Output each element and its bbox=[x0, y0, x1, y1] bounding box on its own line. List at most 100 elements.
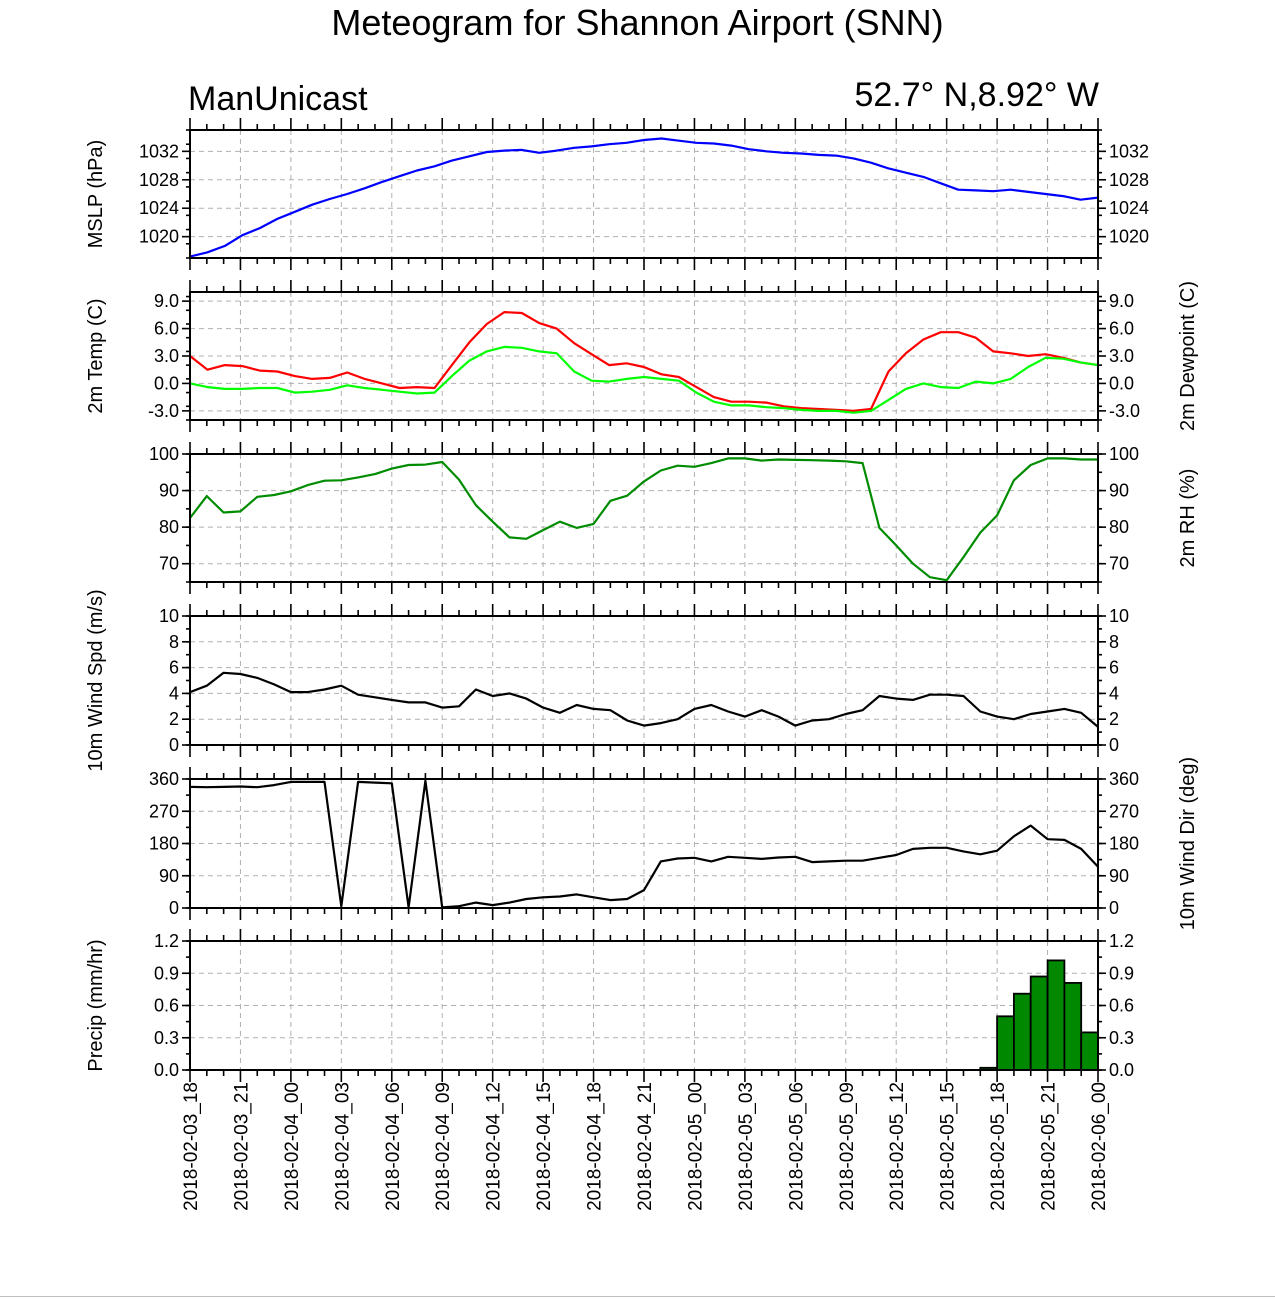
wind_direction-ytick-label-left: 90 bbox=[159, 866, 179, 886]
x-tick-label: 2018-02-05_09 bbox=[837, 1082, 858, 1211]
x-tick-label: 2018-02-05_03 bbox=[736, 1082, 757, 1211]
x-tick-label: 2018-02-03_21 bbox=[231, 1082, 252, 1211]
x-tick-label: 2018-02-05_18 bbox=[988, 1082, 1009, 1211]
temperature-ytick-label-left: 0.0 bbox=[154, 373, 179, 393]
precip-ytick-label-right: 0.3 bbox=[1109, 1028, 1134, 1048]
wind_speed-ytick-label-left: 6 bbox=[169, 658, 179, 678]
temperature-ytick-label-left: 9.0 bbox=[154, 291, 179, 311]
wind_direction-ytick-label-left: 360 bbox=[149, 769, 179, 789]
rh-ytick-label-right: 70 bbox=[1109, 554, 1129, 574]
x-tick-label: 2018-02-04_21 bbox=[635, 1082, 656, 1211]
mslp-ytick-label-left: 1024 bbox=[139, 198, 179, 218]
rh-ytick-label-right: 90 bbox=[1109, 481, 1129, 501]
x-tick-label: 2018-02-04_09 bbox=[433, 1082, 454, 1211]
rh-ytick-label-left: 80 bbox=[159, 517, 179, 537]
precip-ytick-label-right: 0.0 bbox=[1109, 1060, 1134, 1080]
temperature-ytick-label-right: 3.0 bbox=[1109, 346, 1134, 366]
bottom-divider bbox=[0, 1296, 1275, 1297]
wind_direction-ytick-label-right: 360 bbox=[1109, 769, 1139, 789]
x-tick-label: 2018-02-05_15 bbox=[938, 1082, 959, 1211]
precip-ytick-label-left: 0.0 bbox=[154, 1060, 179, 1080]
wind_direction-ytick-label-left: 180 bbox=[149, 834, 179, 854]
x-tick-label: 2018-02-03_18 bbox=[181, 1082, 202, 1211]
x-tick-label: 2018-02-04_06 bbox=[383, 1082, 404, 1211]
precip-ylabel-left: Precip (mm/hr) bbox=[85, 939, 107, 1071]
wind_speed-ytick-label-right: 6 bbox=[1109, 658, 1119, 678]
wind_speed-ytick-label-right: 8 bbox=[1109, 632, 1119, 652]
wind_direction-ylabel-right: 10m Wind Dir (deg) bbox=[1177, 757, 1199, 930]
x-tick-label: 2018-02-05_06 bbox=[786, 1082, 807, 1211]
x-tick-label: 2018-02-05_00 bbox=[685, 1082, 706, 1211]
wind_direction-ytick-label-left: 270 bbox=[149, 801, 179, 821]
temperature-ytick-label-right: 6.0 bbox=[1109, 319, 1134, 339]
wind_speed-ytick-label-left: 4 bbox=[169, 683, 179, 703]
x-tick-label: 2018-02-05_12 bbox=[887, 1082, 908, 1211]
wind_speed-ylabel-left: 10m Wind Spd (m/s) bbox=[85, 589, 107, 771]
mslp-ytick-label-right: 1024 bbox=[1109, 198, 1149, 218]
precip-ytick-label-left: 0.9 bbox=[154, 963, 179, 983]
wind_speed-ytick-label-left: 0 bbox=[169, 735, 179, 755]
precip-ytick-label-left: 0.6 bbox=[154, 996, 179, 1016]
x-tick-label: 2018-02-04_18 bbox=[585, 1082, 606, 1211]
chart-title: Meteogram for Shannon Airport (SNN) bbox=[331, 2, 944, 43]
temperature-ytick-label-left: -3.0 bbox=[148, 401, 179, 421]
precip-bar bbox=[1080, 1031, 1099, 1071]
precip-ytick-label-right: 0.6 bbox=[1109, 996, 1134, 1016]
wind_speed-series-0-line bbox=[189, 671, 1099, 728]
x-tick-label: 2018-02-04_12 bbox=[484, 1082, 505, 1211]
mslp-ytick-label-right: 1028 bbox=[1109, 170, 1149, 190]
precip-bar bbox=[1063, 982, 1083, 1071]
x-tick-label: 2018-02-05_21 bbox=[1039, 1082, 1060, 1211]
location-coordinates: 52.7° N,8.92° W bbox=[854, 76, 1099, 114]
x-tick-label: 2018-02-04_03 bbox=[332, 1082, 353, 1211]
rh-ytick-label-left: 70 bbox=[159, 554, 179, 574]
mslp-ytick-label-left: 1032 bbox=[139, 141, 179, 161]
mslp-ytick-label-left: 1028 bbox=[139, 170, 179, 190]
wind_speed-ytick-label-left: 8 bbox=[169, 632, 179, 652]
wind_direction-ytick-label-right: 0 bbox=[1109, 898, 1119, 918]
wind_direction-ytick-label-left: 0 bbox=[169, 898, 179, 918]
rh-ylabel-right: 2m RH (%) bbox=[1177, 469, 1199, 568]
wind_speed-ytick-label-right: 10 bbox=[1109, 606, 1129, 626]
rh-ytick-label-left: 100 bbox=[149, 444, 179, 464]
temperature-ytick-label-right: -3.0 bbox=[1109, 401, 1140, 421]
mslp-series-0-line bbox=[189, 137, 1099, 258]
wind_speed-ytick-label-right: 0 bbox=[1109, 735, 1119, 755]
precip-bar bbox=[1029, 975, 1049, 1071]
temperature-series-1-line bbox=[189, 345, 1099, 414]
temperature-ylabel-right: 2m Dewpoint (C) bbox=[1177, 281, 1199, 431]
wind_direction-ytick-label-right: 270 bbox=[1109, 801, 1139, 821]
rh-ytick-label-left: 90 bbox=[159, 481, 179, 501]
rh-ytick-label-right: 80 bbox=[1109, 517, 1129, 537]
precip-ytick-label-right: 0.9 bbox=[1109, 963, 1134, 983]
precip-ytick-label-left: 0.3 bbox=[154, 1028, 179, 1048]
model-name: ManUnicast bbox=[188, 80, 368, 118]
temperature-ytick-label-left: 3.0 bbox=[154, 346, 179, 366]
precip-ytick-label-right: 1.2 bbox=[1109, 931, 1134, 951]
x-tick-label: 2018-02-04_15 bbox=[534, 1082, 555, 1211]
temperature-ytick-label-left: 6.0 bbox=[154, 319, 179, 339]
mslp-ylabel-left: MSLP (hPa) bbox=[85, 140, 107, 249]
temperature-ylabel-left: 2m Temp (C) bbox=[85, 298, 107, 413]
mslp-ytick-label-left: 1020 bbox=[139, 227, 179, 247]
temperature-series-0-line bbox=[189, 311, 1099, 412]
temperature-ytick-label-right: 0.0 bbox=[1109, 373, 1134, 393]
precip-bar bbox=[996, 1015, 1015, 1071]
wind_direction-series-0-line bbox=[189, 779, 1099, 909]
wind_speed-ytick-label-right: 2 bbox=[1109, 709, 1119, 729]
rh-series-0-line bbox=[189, 457, 1098, 582]
x-tick-label: 2018-02-06_00 bbox=[1089, 1082, 1110, 1211]
rh-ytick-label-right: 100 bbox=[1109, 444, 1139, 464]
temperature-ytick-label-right: 9.0 bbox=[1109, 291, 1134, 311]
wind_direction-ytick-label-right: 90 bbox=[1109, 866, 1129, 886]
precip-bar bbox=[1013, 992, 1032, 1071]
precip-ytick-label-left: 1.2 bbox=[154, 931, 179, 951]
wind_speed-ytick-label-right: 4 bbox=[1109, 683, 1119, 703]
mslp-ytick-label-right: 1020 bbox=[1109, 227, 1149, 247]
wind_direction-ytick-label-right: 180 bbox=[1109, 834, 1139, 854]
wind_speed-ytick-label-left: 2 bbox=[169, 709, 179, 729]
x-tick-label: 2018-02-04_00 bbox=[282, 1082, 303, 1211]
wind_speed-ytick-label-left: 10 bbox=[159, 606, 179, 626]
mslp-ytick-label-right: 1032 bbox=[1109, 141, 1149, 161]
